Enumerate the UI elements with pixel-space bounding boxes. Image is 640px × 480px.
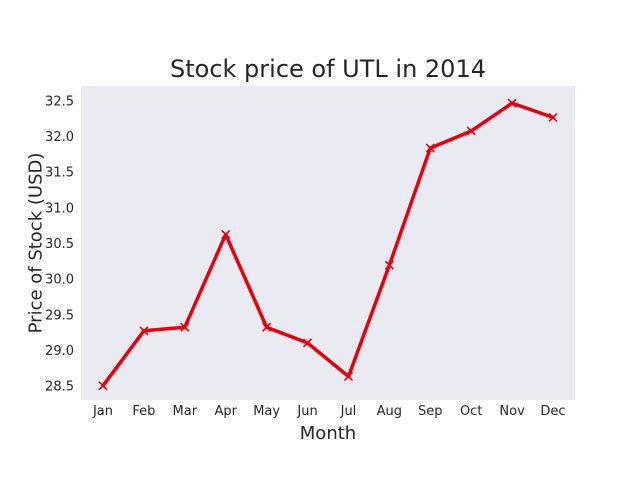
data-point-marker — [302, 338, 313, 348]
plot-area — [81, 86, 575, 400]
series-line — [101, 101, 555, 388]
y-tick-label: 31.0 — [45, 201, 74, 216]
y-tick-label: 29.0 — [45, 344, 74, 359]
data-point-marker — [507, 98, 517, 108]
x-tick-label: Dec — [540, 404, 565, 419]
x-tick-label: Jun — [296, 404, 317, 419]
y-tick-label: 29.5 — [45, 308, 74, 323]
data-point-marker — [466, 126, 476, 136]
x-tick-label: Mar — [173, 404, 198, 419]
data-point-marker — [139, 326, 149, 336]
y-tick-label: 28.5 — [45, 380, 74, 395]
y-tick-label: 31.5 — [45, 166, 74, 181]
data-point-marker — [425, 143, 435, 153]
y-axis-ticks: 28.5 29.0 29.5 30.0 30.5 31.0 31.5 32.0 32.5 — [45, 94, 74, 394]
x-tick-label: May — [253, 404, 280, 419]
data-point-marker — [180, 322, 190, 332]
data-point-marker — [548, 112, 558, 122]
x-tick-label: Apr — [214, 404, 237, 419]
y-tick-label: 30.0 — [45, 273, 74, 288]
x-tick-label: Jan — [92, 404, 113, 419]
y-tick-label: 32.5 — [45, 94, 74, 109]
x-tick-label: Nov — [499, 404, 525, 419]
y-tick-label: 30.5 — [45, 237, 74, 252]
data-point-marker — [221, 229, 231, 240]
x-tick-label: Feb — [132, 404, 155, 419]
chart-title: Stock price of UTL in 2014 — [170, 55, 486, 83]
x-tick-label: Sep — [418, 404, 443, 419]
data-point-marker — [343, 371, 354, 382]
series-layer — [98, 98, 558, 391]
x-axis-label: Month — [300, 423, 356, 444]
data-point-marker — [384, 260, 394, 270]
x-axis-ticks: Jan Feb Mar Apr May Jun Jul Aug Sep Oct Nov Dec — [92, 404, 566, 419]
data-point-marker — [262, 322, 272, 332]
y-axis-label: Price of Stock (USD) — [25, 153, 46, 334]
x-tick-label: Jul — [340, 404, 357, 419]
x-tick-label: Oct — [460, 404, 482, 419]
x-tick-label: Aug — [377, 404, 402, 419]
y-tick-label: 32.0 — [45, 130, 74, 145]
data-point-marker — [98, 381, 108, 391]
